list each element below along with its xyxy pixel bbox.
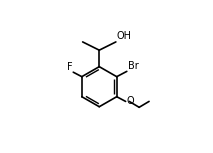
Text: Br: Br [128,61,138,71]
Text: OH: OH [117,31,132,41]
Text: O: O [126,96,134,106]
Text: F: F [67,62,72,72]
